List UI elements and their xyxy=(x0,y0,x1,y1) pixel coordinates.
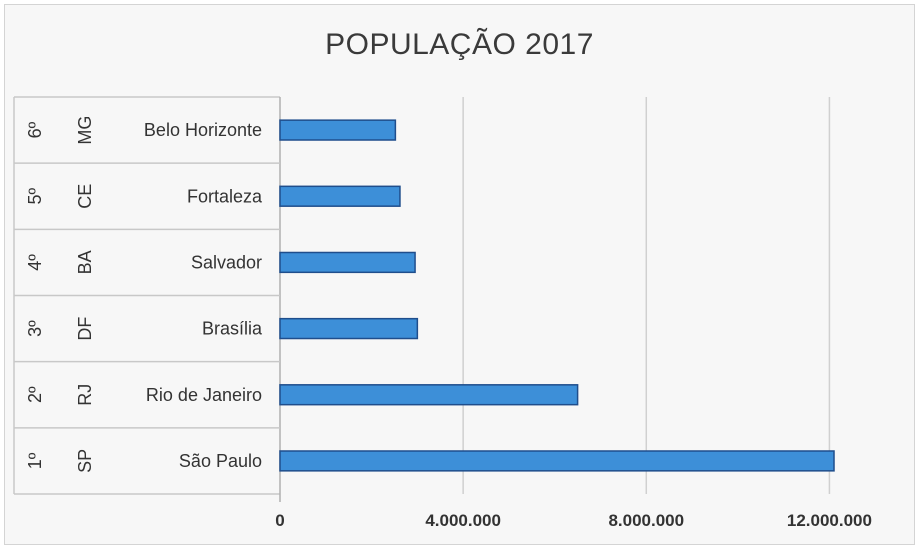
bar-ce xyxy=(279,185,401,207)
category-rank-label: 5º xyxy=(25,188,45,205)
category-city-label: Rio de Janeiro xyxy=(146,385,262,405)
category-state-label: BA xyxy=(75,250,95,274)
category-city-label: Fortaleza xyxy=(187,186,263,206)
category-table: 1º SP São Paulo 2º RJ Rio de Janeiro 3º DF Brasí… xyxy=(13,96,281,502)
category-rank-label: 6º xyxy=(25,121,45,138)
category-city-label: Salvador xyxy=(191,252,262,272)
chart-title: POPULAÇÃO 2017 xyxy=(325,28,594,61)
grid-lines xyxy=(462,97,831,494)
bar-sp xyxy=(279,450,835,472)
bar-rj xyxy=(279,384,579,406)
x-axis-ticks: 0 4.000.000 8.000.000 12.000.000 xyxy=(275,511,872,530)
bar-ba xyxy=(279,251,416,274)
category-state-label: DF xyxy=(75,317,95,341)
x-tick-label: 0 xyxy=(275,511,284,530)
category-rank-label: 3º xyxy=(25,320,45,337)
category-rank-label: 2º xyxy=(25,386,45,403)
category-state-label: CE xyxy=(75,184,95,209)
x-tick-label: 12.000.000 xyxy=(787,511,872,530)
category-city-label: Brasília xyxy=(202,319,263,339)
category-rank-label: 4º xyxy=(25,254,45,271)
category-city-label: Belo Horizonte xyxy=(144,120,262,140)
category-city-label: São Paulo xyxy=(179,451,262,471)
category-state-label: RJ xyxy=(75,384,95,406)
category-state-label: MG xyxy=(75,116,95,145)
category-state-label: SP xyxy=(75,449,95,473)
x-tick-label: 8.000.000 xyxy=(608,511,684,530)
bar-df xyxy=(279,317,419,340)
category-rank-label: 1º xyxy=(25,452,45,469)
bar-mg xyxy=(279,119,397,141)
x-tick-label: 4.000.000 xyxy=(425,511,501,530)
bars xyxy=(279,119,835,472)
